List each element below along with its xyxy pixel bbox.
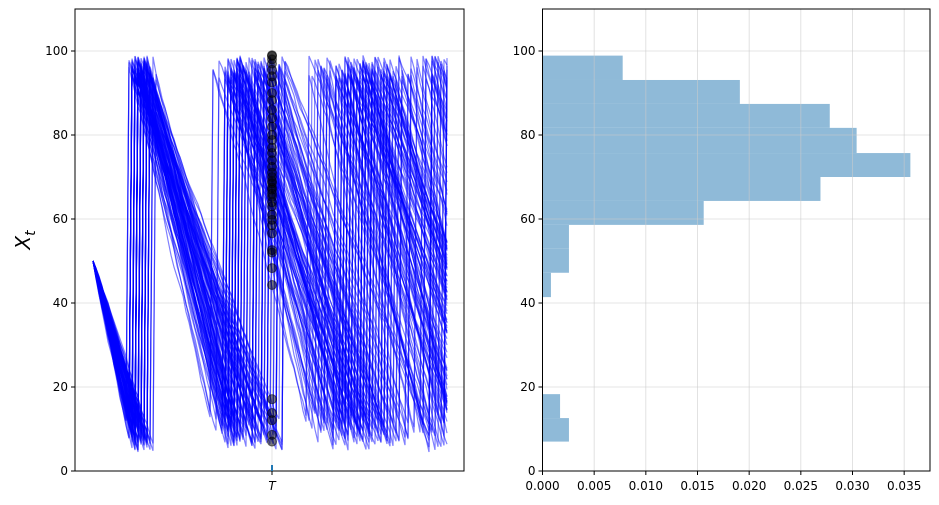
x-tick-label: 0.030: [835, 479, 869, 493]
y-tick-label: 40: [53, 296, 68, 310]
histogram-bar: [542, 272, 551, 298]
y-axis-label: Xt: [11, 230, 39, 251]
plot-frame: [74, 8, 465, 472]
x-tick-label: 0.015: [680, 479, 714, 493]
terminal-value-marker: [267, 279, 277, 290]
y-tick-label: 0: [60, 464, 68, 478]
plot-frame: [542, 8, 931, 472]
y-tick-label: 60: [520, 212, 535, 226]
terminal-value-marker: [267, 77, 277, 88]
y-tick-label: 20: [520, 380, 535, 394]
x-tick-label: 0.000: [525, 479, 559, 493]
terminal-value-marker: [267, 113, 277, 124]
histogram-plot: 0 20 40 60 80 100 0.000 0.005 0.010 0.015 0.020 0.0…: [513, 8, 931, 493]
y-tick-label: 40: [520, 296, 535, 310]
x-tick-label: 0.035: [887, 479, 921, 493]
y-tick-label: 100: [45, 44, 68, 58]
terminal-value-marker: [267, 263, 277, 274]
y-tick-label: 100: [513, 44, 536, 58]
histogram-bar: [542, 418, 569, 442]
x-tick-label: 0.010: [629, 479, 663, 493]
paths-plot: 0 20 40 60 80 100 T: [45, 8, 465, 493]
x-tick-label: 0.020: [732, 479, 766, 493]
histogram-bar: [542, 224, 569, 249]
histogram-bar: [542, 200, 704, 225]
histogram-bar: [542, 177, 821, 201]
terminal-value-marker: [267, 201, 277, 212]
terminal-value-marker: [267, 95, 277, 106]
terminal-value-marker: [267, 415, 277, 426]
terminal-value-marker: [267, 247, 277, 258]
x-tick-label: 0.005: [577, 479, 611, 493]
y-tick-label: 80: [520, 128, 535, 142]
histogram-bar: [542, 153, 911, 177]
histogram-bar: [542, 55, 623, 80]
histogram-bar: [542, 127, 857, 154]
terminal-value-marker: [267, 228, 277, 239]
x-tick-label: 0.025: [784, 479, 818, 493]
histogram-bar: [542, 248, 569, 273]
terminal-value-marker: [267, 121, 277, 132]
x-tick-label: T: [268, 479, 277, 493]
y-tick-label: 80: [53, 128, 68, 142]
histogram-bar: [542, 79, 740, 104]
terminal-value-marker: [267, 104, 277, 115]
terminal-value-marker: [267, 394, 277, 405]
y-tick-label: 0: [528, 464, 536, 478]
y-tick-label: 20: [53, 380, 68, 394]
histogram-bar: [542, 103, 830, 128]
histogram-bar: [542, 394, 561, 419]
y-tick-label: 60: [53, 212, 68, 226]
terminal-value-marker: [267, 436, 277, 447]
